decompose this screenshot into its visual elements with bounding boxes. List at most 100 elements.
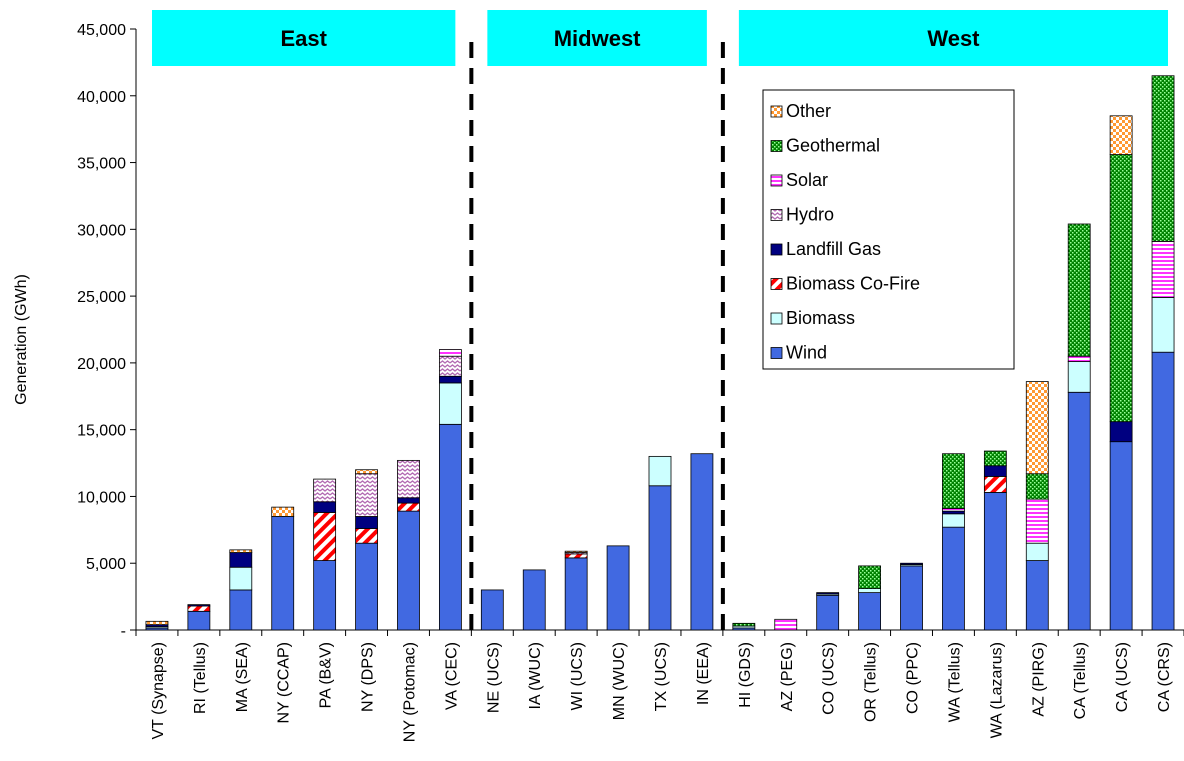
bar-segment-biomass	[1025, 542, 1049, 561]
bar-segment-other	[1025, 381, 1049, 475]
bar-segment-landfill-gas	[816, 592, 840, 595]
bar-segment-hydro	[313, 478, 337, 503]
legend-label-solar: Solar	[786, 170, 828, 190]
bar-segment-wind	[983, 492, 1007, 631]
x-tick-label: IA (WUC)	[527, 642, 544, 710]
bar-segment-wind	[438, 423, 462, 631]
bar-segment-solar	[942, 508, 965, 512]
x-tick-label: NY (CCAP)	[276, 642, 293, 724]
bar-segment-landfill-gas	[187, 604, 211, 607]
bar-segment-other	[229, 549, 253, 553]
bar-segment-landfill-gas	[1109, 421, 1133, 443]
bar-segment-geothermal	[1067, 223, 1091, 357]
bar-segment-wind	[522, 569, 546, 631]
x-tick-label: NY (Potomac)	[401, 642, 418, 742]
bar-segment-biomass-co-fire	[355, 528, 378, 544]
legend-label-geothermal: Geothermal	[786, 136, 880, 156]
bar-segment-wind	[313, 560, 337, 631]
bar-segment-biomass	[1067, 361, 1091, 393]
bar-segment-wind	[1109, 441, 1133, 631]
x-tick-label: OR (Tellus)	[863, 642, 880, 722]
bar-segment-wind	[564, 557, 588, 631]
y-tick-label: -	[121, 623, 126, 640]
region-label-west: West	[927, 26, 980, 51]
bar-segment-biomass	[229, 566, 253, 591]
bar-segment-hydro	[438, 355, 462, 377]
y-tick-label: 45,000	[77, 22, 126, 39]
bar-segment-other	[564, 550, 588, 553]
y-tick-label: 25,000	[77, 289, 126, 306]
x-tick-label: IN (EEA)	[695, 642, 712, 705]
bar-segment-biomass	[438, 382, 462, 425]
bar-segment-wind	[480, 589, 504, 631]
legend-swatch-landfill-gas	[770, 243, 783, 256]
bar-segment-landfill-gas	[355, 516, 378, 529]
bar-segment-solar	[1025, 498, 1049, 544]
bar-segment-wind	[1025, 560, 1049, 631]
y-tick-label: 15,000	[77, 423, 126, 440]
x-tick-label: TX (UCS)	[653, 642, 670, 711]
bar-segment-hydro	[397, 459, 420, 499]
region-banner-midwest	[487, 10, 707, 66]
x-tick-label: WI (UCS)	[569, 642, 586, 710]
x-tick-label: VT (Synapse)	[150, 642, 167, 740]
x-tick-label: CO (UCS)	[821, 642, 838, 715]
bar-segment-wind	[858, 592, 881, 631]
legend-label-landfill-gas: Landfill Gas	[786, 239, 881, 259]
legend-swatch-geothermal	[770, 140, 783, 152]
bar-segment-landfill-gas	[900, 562, 923, 565]
x-tick-label: AZ (PIRG)	[1030, 642, 1047, 717]
bar-segment-biomass	[648, 455, 672, 487]
legend-label-hydro: Hydro	[786, 205, 834, 225]
y-tick-label: 10,000	[77, 489, 126, 506]
bar-segment-landfill-gas	[438, 375, 462, 384]
bar-segment-other	[1109, 115, 1133, 155]
x-tick-label: CA (UCS)	[1114, 642, 1131, 712]
x-tick-label: CA (Tellus)	[1072, 642, 1089, 719]
bar-segment-solar	[1151, 240, 1175, 298]
bar-segment-wind	[816, 594, 840, 631]
y-tick-label: 5,000	[86, 556, 126, 573]
legend-swatch-hydro	[770, 209, 783, 221]
bar-segment-other	[271, 506, 295, 517]
bar-segment-wind	[1151, 351, 1175, 631]
region-banner-east	[152, 10, 456, 66]
bar-segment-landfill-gas	[229, 552, 253, 568]
x-tick-label: NE (UCS)	[485, 642, 502, 713]
x-tick-label: CA (CRS)	[1156, 642, 1173, 712]
bar-segment-wind	[1067, 391, 1091, 631]
y-tick-label: 40,000	[77, 89, 126, 106]
x-tick-label: MA (SEA)	[234, 642, 251, 712]
bar-segment-biomass-co-fire	[983, 476, 1007, 493]
bar-segment-biomass	[858, 588, 881, 594]
bar-segment-geothermal	[1025, 473, 1049, 500]
bar-segment-biomass	[942, 513, 965, 528]
bar-segment-wind	[942, 526, 965, 631]
legend-box	[762, 89, 1015, 370]
x-tick-label: PA (B&V)	[318, 642, 335, 708]
bar-segment-wind	[397, 510, 420, 631]
x-tick-label: HI (GDS)	[737, 642, 754, 708]
legend-swatch-wind	[770, 347, 783, 359]
bar-segment-other	[145, 620, 169, 626]
x-tick-label: NY (DPS)	[360, 642, 377, 712]
bar-segment-wind	[900, 565, 923, 631]
y-axis-title: Generation (GWh)	[13, 274, 30, 405]
legend-swatch-biomass-co-fire	[770, 278, 783, 290]
bar-segment-landfill-gas	[942, 510, 965, 515]
x-tick-label: VA (CEC)	[443, 642, 460, 710]
bar-segment-landfill-gas	[313, 501, 337, 513]
y-tick-label: 20,000	[77, 356, 126, 373]
bar-segment-biomass-co-fire	[564, 553, 588, 559]
x-tick-label: AZ (PEG)	[779, 642, 796, 711]
bar-segment-other	[355, 469, 378, 475]
x-tick-label: WA (Tellus)	[946, 642, 963, 722]
bar-segment-biomass-co-fire	[397, 502, 420, 512]
legend-label-biomass: Biomass	[786, 308, 855, 328]
region-label-midwest: Midwest	[554, 26, 641, 51]
bar-segment-landfill-gas	[983, 465, 1007, 477]
bar-segment-hydro	[355, 473, 378, 517]
region-label-east: East	[280, 26, 327, 51]
bar-segment-wind	[690, 453, 714, 631]
